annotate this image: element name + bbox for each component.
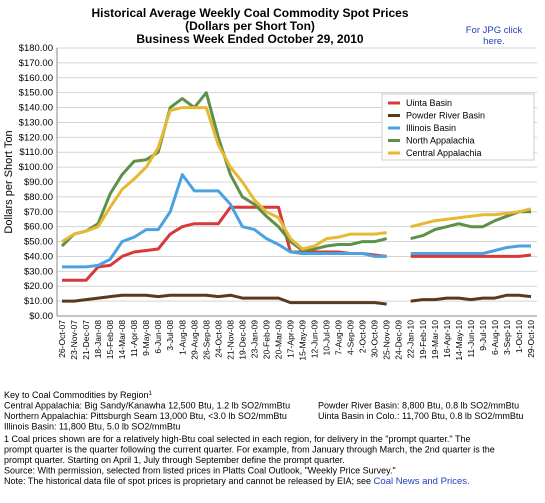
y-tick-label: $120.00	[19, 132, 53, 143]
jpg-link[interactable]: For JPG click	[466, 25, 523, 36]
legend-label: Uinta Basin	[406, 98, 452, 108]
y-tick-label: $170.00	[19, 58, 53, 69]
y-tick-label: $40.00	[24, 251, 53, 262]
footnote: 1 Coal prices shown are for a relatively…	[4, 434, 470, 444]
key-line: Powder River Basin: 8,800 Btu, 0.8 lb SO…	[318, 401, 519, 411]
key-title: Key to Coal Commodities by Region1	[4, 390, 153, 400]
key-mark: 1	[149, 391, 153, 397]
chart-subtitle: Business Week Ended October 29, 2010	[136, 32, 364, 46]
legend-box	[381, 93, 535, 161]
x-tick-label: 4-Sep-09	[346, 320, 356, 355]
y-tick-label: $10.00	[24, 296, 53, 307]
y-tick-label: $0.00	[29, 311, 53, 322]
y-tick-label: $140.00	[19, 103, 53, 114]
y-tick-label: $160.00	[19, 73, 53, 84]
x-tick-label: 18-Jan-08	[93, 320, 103, 359]
chart-title: Historical Average Weekly Coal Commodity…	[92, 6, 409, 20]
x-tick-label: 14-Mar-08	[117, 320, 127, 359]
x-tick-label: 1-Oct-10	[514, 320, 524, 353]
x-tick-label: 20-Mar-09	[273, 320, 283, 359]
key-title-text: Key to Coal Commodities by Region	[4, 390, 149, 400]
x-tick-label: 3-Jul-08	[165, 320, 175, 351]
y-tick-label: $30.00	[24, 266, 53, 277]
key-line: Northern Appalachia: Pittsburgh Seam 13,…	[4, 411, 287, 421]
x-tick-label: 20-Feb-09	[261, 320, 271, 359]
key-line: Illinois Basin: 11,800 Btu, 5.0 lb SO2/m…	[4, 422, 180, 432]
x-tick-label: 7-Aug-09	[334, 320, 344, 355]
x-tick-label: 29-Aug-08	[189, 320, 199, 360]
chart-subtitle: (Dollars per Short Ton)	[185, 19, 315, 33]
x-tick-label: 1-Aug-08	[177, 320, 187, 355]
y-tick-label: $80.00	[24, 192, 53, 203]
x-tick-label: 2-Oct-09	[358, 320, 368, 353]
x-tick-label: 21-Dec-07	[81, 320, 91, 360]
y-tick-label: $20.00	[24, 281, 53, 292]
y-tick-label: $110.00	[19, 147, 53, 158]
footnote: prompt quarter. Starting on April 1, Jul…	[4, 455, 345, 465]
x-tick-label: 6-Aug-10	[490, 320, 500, 355]
x-tick-label: 19-Dec-08	[237, 320, 247, 360]
x-tick-label: 11-Apr-08	[129, 320, 139, 357]
x-tick-label: 30-Oct-09	[370, 320, 380, 358]
x-tick-label: 10-Jul-09	[322, 320, 332, 356]
series-line	[62, 173, 531, 269]
y-tick-label: $150.00	[19, 88, 53, 99]
x-tick-label: 24-Dec-09	[394, 320, 404, 360]
series-line	[62, 293, 532, 306]
x-tick-label: 6-Jun-08	[153, 320, 163, 354]
y-tick-label: $90.00	[24, 177, 53, 188]
x-tick-label: 23-Nov-07	[69, 320, 79, 360]
x-tick-label: 3-Sep-10	[502, 320, 512, 355]
news-link[interactable]: Coal News and Prices.	[374, 476, 470, 487]
x-tick-label: 19-Mar-10	[430, 320, 440, 359]
jpg-link[interactable]: here.	[483, 36, 505, 47]
x-tick-label: 15-May-09	[298, 320, 308, 361]
footnote: prompt quarter is the quarter following …	[4, 445, 495, 455]
y-tick-label: $180.00	[19, 43, 53, 54]
y-tick-label: $130.00	[19, 117, 53, 128]
x-tick-label: 9-May-08	[141, 320, 151, 356]
series-line	[61, 106, 532, 251]
x-tick-label: 12-Jun-09	[310, 320, 320, 359]
x-tick-label: 15-Feb-08	[105, 320, 115, 359]
legend-label: Illinois Basin	[406, 123, 456, 133]
notes: Key to Coal Commodities by Region1 Centr…	[4, 390, 523, 487]
x-tick-label: 23-Jan-09	[249, 320, 259, 359]
legend-label: North Appalachia	[406, 136, 475, 146]
footnote-text: Note: The historical data file of spot p…	[4, 476, 374, 486]
legend: Uinta Basin Powder River Basin Illinois Ba…	[381, 93, 535, 161]
x-tick-label: 21-Nov-08	[225, 320, 235, 360]
key-line: Uinta Basin in Colo.: 11,700 Btu, 0.8 lb…	[318, 411, 523, 421]
y-tick-label: $50.00	[24, 237, 53, 248]
x-tick-label: 16-Apr-10	[442, 320, 452, 358]
x-tick-label: 19-Feb-10	[418, 320, 428, 359]
x-tick-label: 9-Jul-10	[478, 320, 488, 351]
y-axis-label: Dollars per Short Ton	[3, 130, 15, 233]
legend-label: Central Appalachia	[406, 148, 482, 158]
y-tick-label: $100.00	[19, 162, 53, 173]
key-line: Central Appalachia: Big Sandy/Kanawha 12…	[4, 401, 290, 411]
x-tick-label: 26-Oct-07	[57, 320, 67, 358]
footnote: Note: The historical data file of spot p…	[4, 476, 470, 487]
x-tick-label: 29-Oct-10	[526, 320, 536, 358]
legend-label: Powder River Basin	[406, 111, 485, 121]
x-tick-label: 22-Jan-10	[406, 320, 416, 359]
x-tick-label: 17-Apr-09	[285, 320, 295, 358]
x-tick-label: 14-May-10	[454, 320, 464, 361]
y-tick-label: $70.00	[24, 207, 53, 218]
y-tick-label: $60.00	[24, 222, 53, 233]
footnote: Source: With permission, selected from l…	[4, 466, 396, 476]
x-tick-label: 11-Jun-10	[466, 320, 476, 358]
x-tick-label: 24-Oct-08	[213, 320, 223, 358]
x-tick-label: 26-Sep-08	[201, 320, 211, 360]
x-tick-label: 25-Nov-09	[382, 320, 392, 360]
